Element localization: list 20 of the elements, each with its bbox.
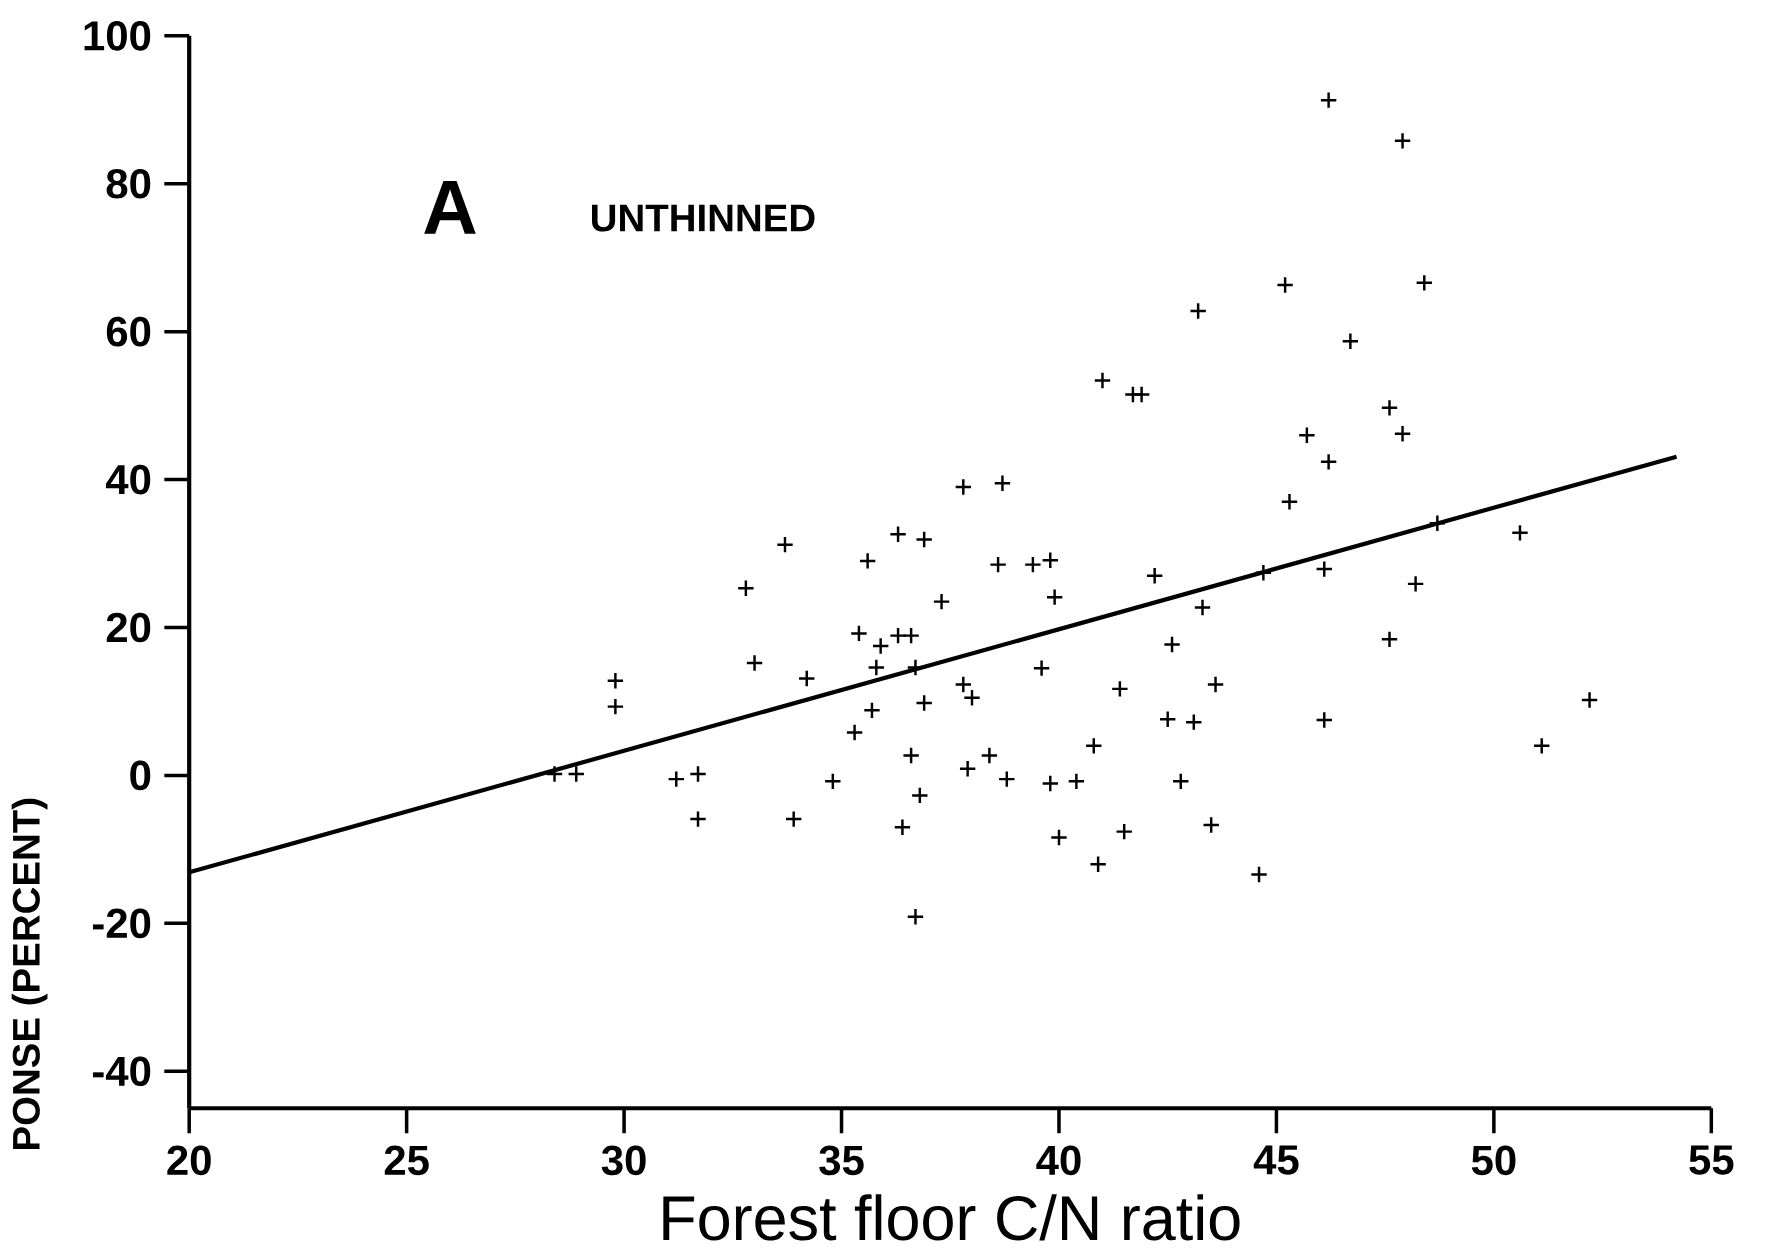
y-tick-label: 100 [84,20,151,51]
y-tick-label: 0 [130,760,151,791]
y-tick-label: 20 [106,612,151,643]
x-tick-label: 40 [1036,1145,1081,1176]
x-tick-label: 30 [601,1145,646,1176]
x-axis-title: Forest floor C/N ratio [663,1194,1240,1241]
y-tick-label: 80 [106,168,151,199]
x-tick-label: 25 [384,1145,429,1176]
y-axis-title: PONSE (PERCENT) [11,798,48,1149]
x-tick-label: 50 [1471,1145,1516,1176]
annotation: A [424,180,476,234]
x-tick-label: 35 [819,1145,864,1176]
y-tick-label: 40 [105,464,151,495]
y-tick-label: 60 [106,316,151,347]
y-tick-label: -40 [92,1056,151,1087]
x-tick-label: 55 [1689,1145,1734,1175]
y-tick-label: -20 [92,908,151,939]
x-tick-label: 45 [1253,1145,1299,1175]
annotation: UNTHINNED [592,204,815,232]
x-tick-label: 20 [167,1145,211,1176]
